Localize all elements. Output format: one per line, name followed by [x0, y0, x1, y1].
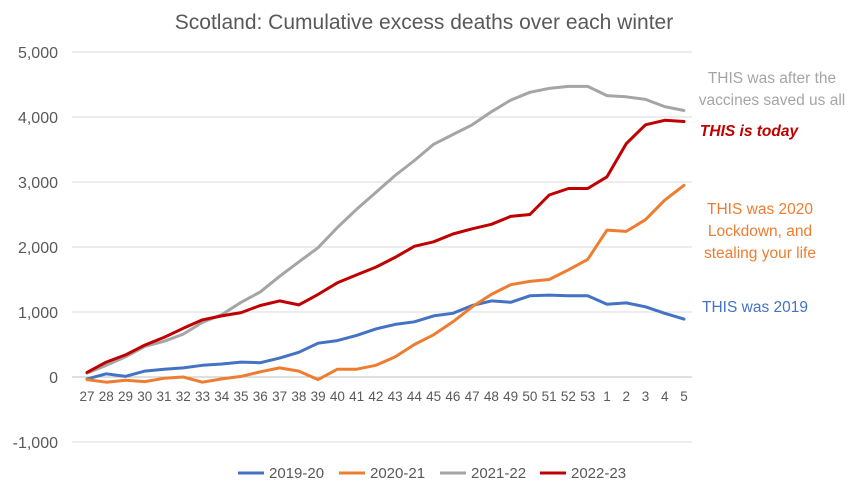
y-axis-tick-labels: -1,000 0 1,000 2,000 3,000 4,000 5,000: [13, 45, 58, 452]
x-tick-label: 46: [445, 389, 460, 404]
series-line-2022-23: [85, 118, 686, 374]
legend-label: 2022-23: [571, 465, 626, 482]
x-tick-label: 34: [214, 389, 230, 404]
x-tick-label: 45: [426, 389, 441, 404]
x-tick-label: 29: [118, 389, 133, 404]
y-tick-label: -1,000: [13, 435, 58, 452]
x-tick-label: 35: [234, 389, 249, 404]
y-tick-label: 2,000: [18, 240, 58, 257]
series-line-2021-22: [85, 84, 686, 375]
annotation-text: Lockdown, and: [708, 223, 812, 240]
y-tick-label: 3,000: [18, 175, 58, 192]
x-tick-label: 32: [176, 389, 191, 404]
chart-title: Scotland: Cumulative excess deaths over …: [175, 11, 673, 34]
x-tick-label: 37: [272, 389, 287, 404]
legend-label: 2021-22: [471, 465, 526, 482]
legend-label: 2019-20: [269, 465, 324, 482]
x-tick-label: 2: [622, 389, 630, 404]
series-line-2020-21: [85, 183, 686, 384]
x-tick-label: 52: [561, 389, 576, 404]
x-tick-label: 41: [349, 389, 364, 404]
x-tick-label: 31: [157, 389, 172, 404]
x-tick-label: 33: [195, 389, 210, 404]
x-tick-label: 51: [542, 389, 557, 404]
x-tick-label: 4: [661, 389, 669, 404]
x-tick-label: 49: [503, 389, 518, 404]
x-tick-label: 39: [311, 389, 326, 404]
x-tick-label: 40: [330, 389, 345, 404]
x-tick-label: 36: [253, 389, 268, 404]
y-tick-label: 4,000: [18, 110, 58, 127]
annotation-text: THIS was 2020: [707, 201, 813, 218]
x-tick-label: 27: [79, 389, 94, 404]
x-axis-tick-labels: 27 28 29 30 31 32 33 34 35 36 37 38 39 40 41 42 43 44 45 46…: [79, 389, 687, 404]
x-tick-label: 28: [99, 389, 114, 404]
x-tick-label: 43: [388, 389, 403, 404]
legend-label: 2020-21: [370, 465, 425, 482]
annotation-text: vaccines saved us all: [699, 92, 845, 109]
annotations: THIS was after the vaccines saved us all T…: [699, 70, 845, 316]
x-tick-label: 30: [137, 389, 152, 404]
x-tick-label: 42: [368, 389, 383, 404]
legend: 2019-20 2020-21 2021-22 2022-23: [238, 465, 626, 482]
series-lines: [85, 84, 686, 384]
x-tick-label: 3: [642, 389, 650, 404]
x-tick-label: 5: [680, 389, 688, 404]
x-tick-label: 44: [407, 389, 423, 404]
x-tick-label: 53: [580, 389, 595, 404]
x-tick-label: 47: [465, 389, 480, 404]
y-tick-label: 0: [49, 370, 58, 387]
x-tick-label: 50: [522, 389, 537, 404]
annotation-text: THIS was after the: [708, 70, 836, 87]
y-tick-label: 5,000: [18, 45, 58, 62]
x-tick-label: 48: [484, 389, 499, 404]
x-tick-label: 38: [291, 389, 306, 404]
x-tick-label: 1: [603, 389, 611, 404]
annotation-text: THIS was 2019: [702, 299, 808, 316]
y-tick-label: 1,000: [18, 305, 58, 322]
annotation-text: stealing your life: [704, 245, 816, 262]
series-line-2019-20: [85, 293, 686, 381]
gridlines: [72, 51, 692, 443]
annotation-text: THIS is today: [700, 123, 800, 140]
